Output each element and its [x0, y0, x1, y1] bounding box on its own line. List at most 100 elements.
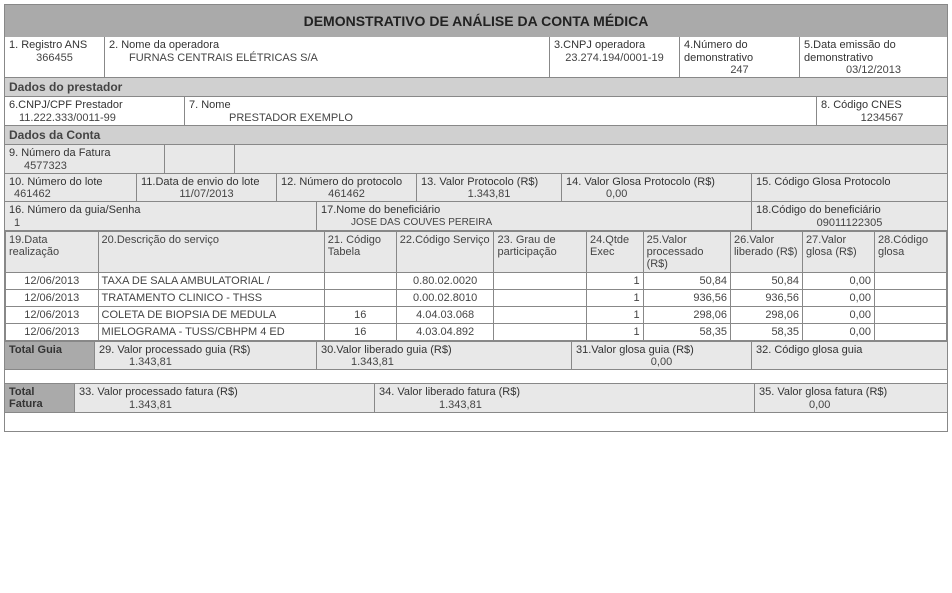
cell-qtde: 1 — [587, 289, 644, 306]
prestador-row: 6.CNPJ/CPF Prestador 11.222.333/0011-99 … — [5, 97, 947, 126]
field-valor-protocolo: 13. Valor Protocolo (R$) 1.343,81 — [417, 174, 562, 203]
field-codigo-glosa-protocolo: 15. Código Glosa Protocolo — [752, 174, 947, 203]
fatura-row: 9. Número da Fatura 4577323 — [5, 145, 947, 174]
cell-proc: 298,06 — [643, 306, 730, 323]
field-data-emissao: 5.Data emissão do demonstrativo 03/12/20… — [800, 37, 947, 78]
cell-glo: 0,00 — [802, 272, 874, 289]
value: 23.274.194/0001-19 — [554, 52, 675, 64]
section-conta: Dados da Conta — [5, 126, 947, 145]
cell-grau — [494, 323, 587, 340]
label: 5.Data emissão do demonstrativo — [804, 39, 943, 64]
label: 17.Nome do beneficiário — [321, 204, 747, 217]
col-codglosa: 28.Código glosa — [874, 231, 946, 272]
label: 32. Código glosa guia — [756, 344, 943, 357]
cell-tab: 16 — [324, 306, 396, 323]
field-numero-protocolo: 12. Número do protocolo 461462 — [277, 174, 417, 203]
table-row: 12/06/2013TRATAMENTO CLINICO - THSS0.00.… — [6, 289, 947, 306]
cell-desc: MIELOGRAMA - TUSS/CBHPM 4 ED — [98, 323, 324, 340]
cell-grau — [494, 289, 587, 306]
lote-row: 10. Número do lote 461462 11.Data de env… — [5, 174, 947, 203]
label: 7. Nome — [189, 99, 812, 112]
blank-cell — [165, 145, 235, 174]
cell-proc: 936,56 — [643, 289, 730, 306]
label: 14. Valor Glosa Protocolo (R$) — [566, 176, 747, 189]
field-valor-processado-guia: 29. Valor processado guia (R$) 1.343,81 — [95, 342, 317, 371]
title-bar: DEMONSTRATIVO DE ANÁLISE DA CONTA MÉDICA — [5, 5, 947, 37]
field-valor-glosa-protocolo: 14. Valor Glosa Protocolo (R$) 0,00 — [562, 174, 752, 203]
label: 34. Valor liberado fatura (R$) — [379, 386, 750, 399]
field-nome-operadora: 2. Nome da operadora FURNAS CENTRAIS ELÉ… — [105, 37, 550, 78]
header-row: 1. Registro ANS 366455 2. Nome da operad… — [5, 37, 947, 78]
label: 15. Código Glosa Protocolo — [756, 176, 943, 189]
field-valor-glosa-fatura: 35. Valor glosa fatura (R$) 0,00 — [755, 384, 947, 413]
value: 366455 — [9, 52, 100, 64]
total-fatura-label: Total Fatura — [5, 384, 75, 413]
cell-cod: 0.80.02.0020 — [396, 272, 494, 289]
field-cnpj-prestador: 6.CNPJ/CPF Prestador 11.222.333/0011-99 — [5, 97, 185, 126]
value: 1.343,81 — [379, 399, 750, 411]
col-lib: 26.Valor liberado (R$) — [730, 231, 802, 272]
col-proc: 25.Valor processado (R$) — [643, 231, 730, 272]
cell-proc: 58,35 — [643, 323, 730, 340]
cell-cgl — [874, 289, 946, 306]
value: 461462 — [9, 188, 132, 200]
value: 1234567 — [821, 112, 943, 124]
title-text: DEMONSTRATIVO DE ANÁLISE DA CONTA MÉDICA — [304, 13, 649, 29]
cell-cod: 4.03.04.892 — [396, 323, 494, 340]
col-desc: 20.Descrição do serviço — [98, 231, 324, 272]
label: 13. Valor Protocolo (R$) — [421, 176, 557, 189]
cell-data: 12/06/2013 — [6, 289, 99, 306]
cell-desc: TRATAMENTO CLINICO - THSS — [98, 289, 324, 306]
field-valor-liberado-guia: 30.Valor liberado guia (R$) 1.343,81 — [317, 342, 572, 371]
value: 1.343,81 — [79, 399, 370, 411]
label: 31.Valor glosa guia (R$) — [576, 344, 747, 357]
table-row: 12/06/2013TAXA DE SALA AMBULATORIAL /0.8… — [6, 272, 947, 289]
col-glosa: 27.Valor glosa (R$) — [802, 231, 874, 272]
label: 33. Valor processado fatura (R$) — [79, 386, 370, 399]
label: 12. Número do protocolo — [281, 176, 412, 189]
value: 0,00 — [759, 399, 943, 411]
field-numero-fatura: 9. Número da Fatura 4577323 — [5, 145, 165, 174]
guia-row: 16. Número da guia/Senha 1 17.Nome do be… — [5, 202, 947, 231]
field-valor-liberado-fatura: 34. Valor liberado fatura (R$) 1.343,81 — [375, 384, 755, 413]
cell-desc: TAXA DE SALA AMBULATORIAL / — [98, 272, 324, 289]
value: 03/12/2013 — [804, 64, 943, 76]
col-data: 19.Data realização — [6, 231, 99, 272]
section-prestador: Dados do prestador — [5, 78, 947, 97]
field-data-envio-lote: 11.Data de envio do lote 11/07/2013 — [137, 174, 277, 203]
cell-grau — [494, 306, 587, 323]
value: 1 — [9, 217, 312, 229]
label: 9. Número da Fatura — [9, 147, 160, 160]
cell-proc: 50,84 — [643, 272, 730, 289]
total-guia-row: Total Guia 29. Valor processado guia (R$… — [5, 341, 947, 371]
label: 16. Número da guia/Senha — [9, 204, 312, 217]
cell-cgl — [874, 306, 946, 323]
field-codigo-beneficiario: 18.Código do beneficiário 09011122305 — [752, 202, 947, 231]
cell-tab — [324, 272, 396, 289]
value: JOSE DAS COUVES PEREIRA — [321, 217, 747, 228]
cell-cgl — [874, 323, 946, 340]
label: 29. Valor processado guia (R$) — [99, 344, 312, 357]
col-tabela: 21. Código Tabela — [324, 231, 396, 272]
cell-tab: 16 — [324, 323, 396, 340]
value: 11/07/2013 — [141, 188, 272, 200]
value: PRESTADOR EXEMPLO — [189, 112, 812, 124]
total-guia-label: Total Guia — [5, 342, 95, 371]
cell-lib: 50,84 — [730, 272, 802, 289]
cell-glo: 0,00 — [802, 323, 874, 340]
table-row: 12/06/2013MIELOGRAMA - TUSS/CBHPM 4 ED16… — [6, 323, 947, 340]
total-fatura-row: Total Fatura 33. Valor processado fatura… — [5, 384, 947, 413]
value: 0,00 — [576, 356, 747, 368]
field-codigo-glosa-guia: 32. Código glosa guia — [752, 342, 947, 371]
col-qtde: 24.Qtde Exec — [587, 231, 644, 272]
label: 4.Número do demonstrativo — [684, 39, 795, 64]
services-table: 19.Data realização 20.Descrição do servi… — [5, 231, 947, 341]
cell-qtde: 1 — [587, 323, 644, 340]
field-valor-processado-fatura: 33. Valor processado fatura (R$) 1.343,8… — [75, 384, 375, 413]
value: 0,00 — [566, 188, 747, 200]
cell-tab — [324, 289, 396, 306]
field-numero-guia: 16. Número da guia/Senha 1 — [5, 202, 317, 231]
value: 247 — [684, 64, 795, 76]
blank-cell — [235, 145, 947, 174]
label: 11.Data de envio do lote — [141, 176, 272, 189]
